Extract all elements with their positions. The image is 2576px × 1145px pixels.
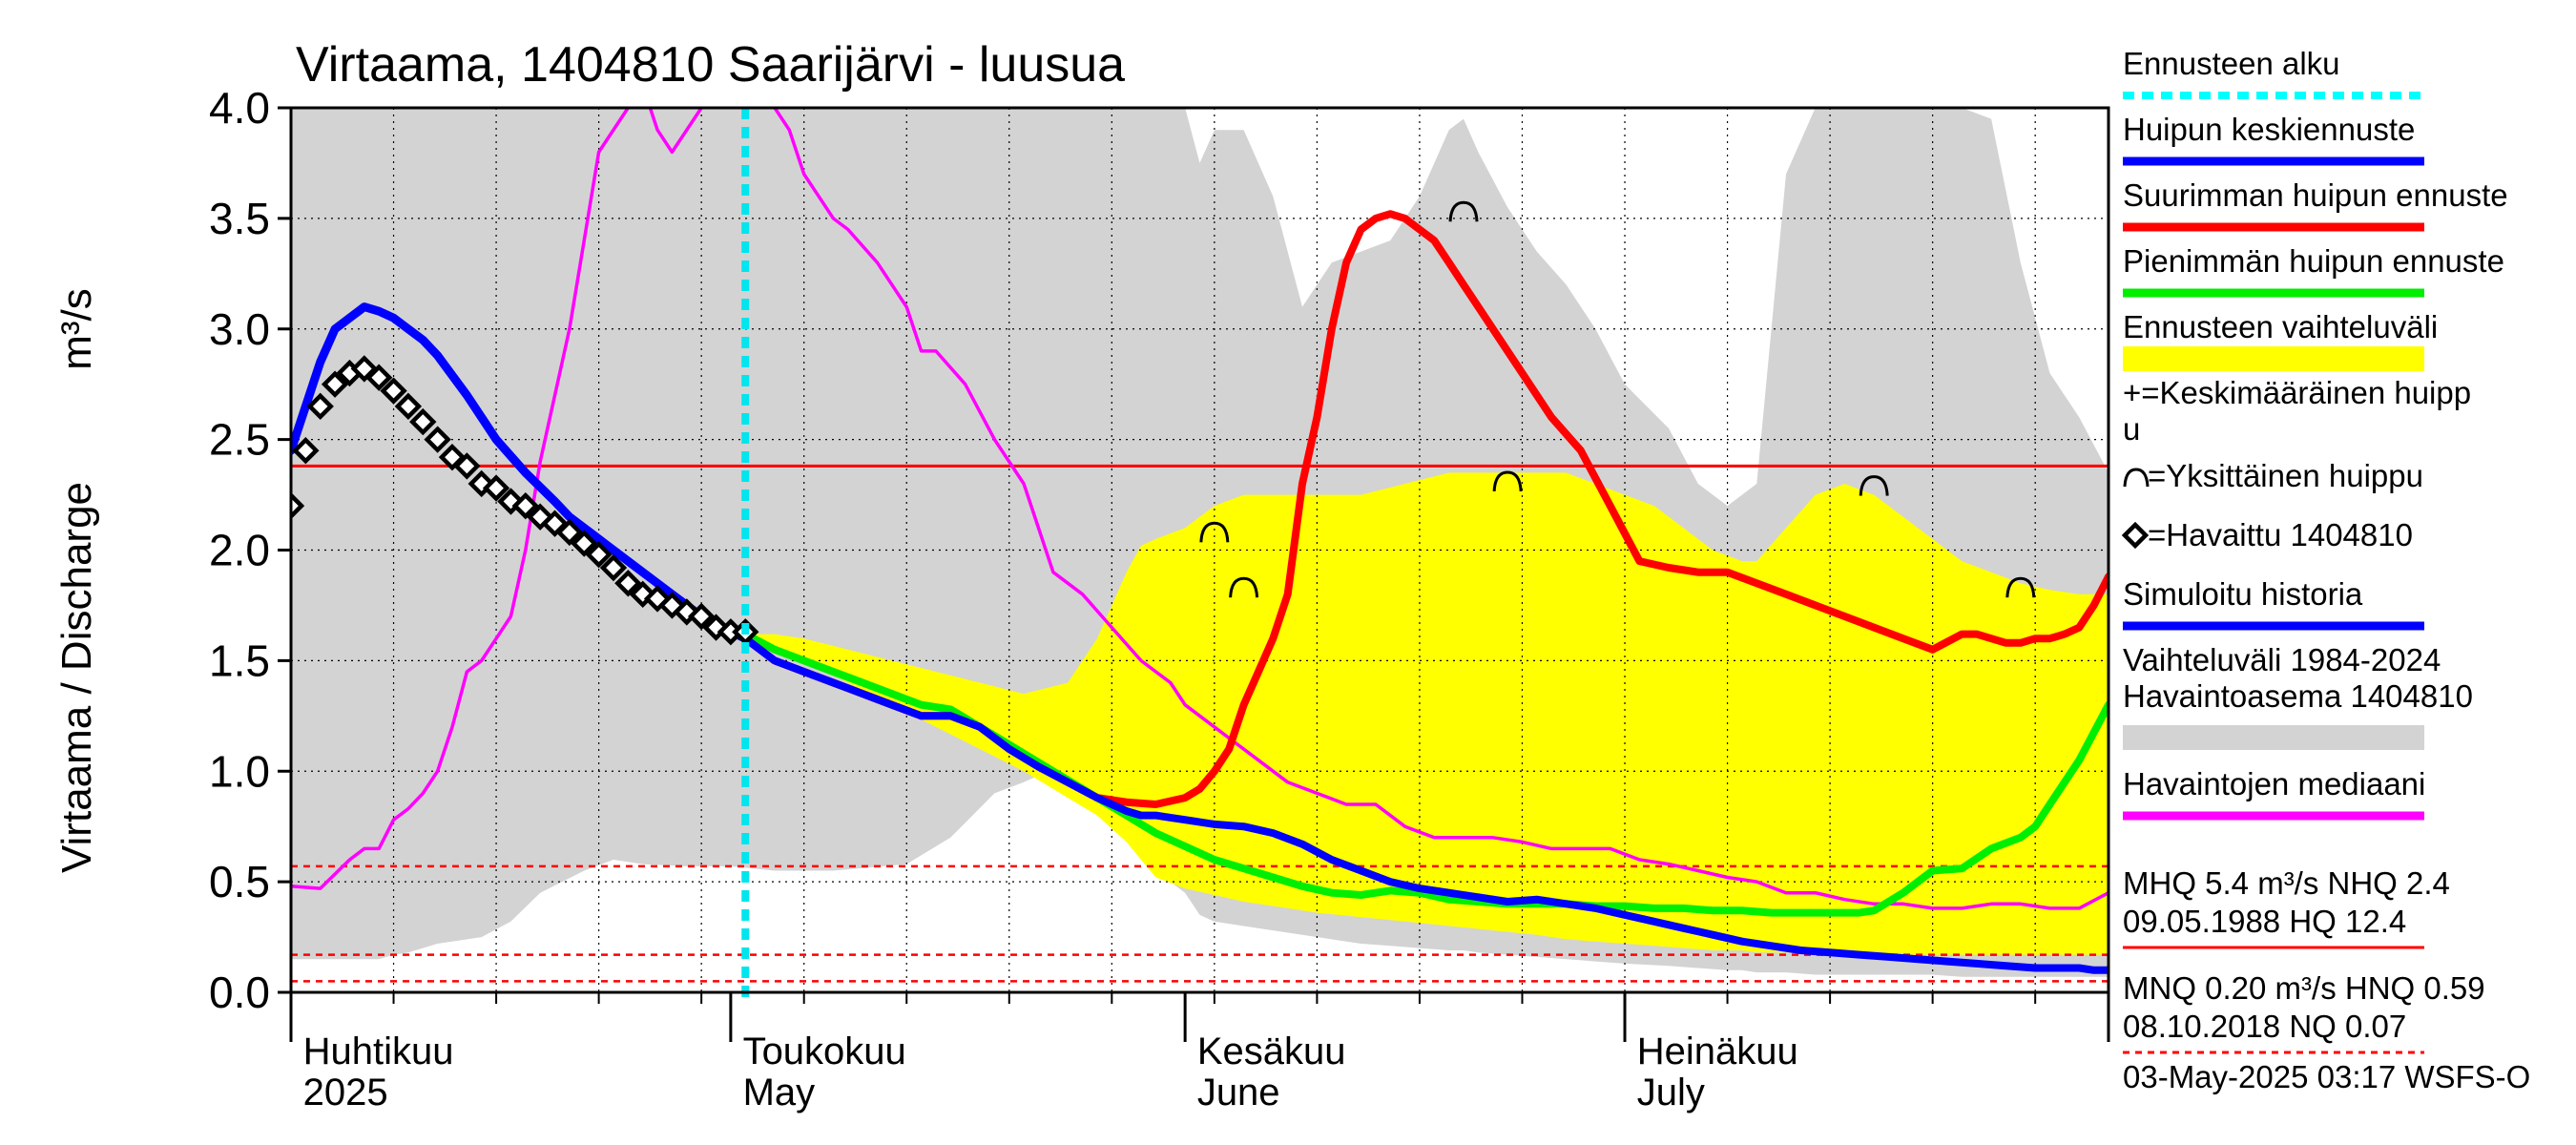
observed-point: [453, 452, 481, 480]
single-peak-marker: [1492, 470, 1523, 492]
observed-point: [614, 570, 642, 597]
x-month-sublabel: June: [1197, 1072, 1280, 1114]
observed-point: [306, 392, 334, 421]
single-peak-marker: [2005, 576, 2036, 598]
observed-point: [629, 580, 656, 609]
observed-point: [497, 488, 525, 515]
observed-point: [555, 518, 584, 547]
stats-line2: 08.10.2018 NQ 0.07: [2123, 1009, 2406, 1044]
stats-line2: 09.05.1988 HQ 12.4: [2123, 904, 2406, 939]
observed-point: [424, 426, 451, 453]
observed-point: [687, 602, 716, 631]
y-tick-label: 4.0: [209, 83, 270, 133]
y-tick-label: 0.5: [209, 857, 270, 906]
y-tick-label: 3.5: [209, 194, 270, 243]
legend-label: =Yksittäinen huippu: [2148, 458, 2423, 493]
observed-point: [292, 437, 320, 465]
observed-point: [409, 407, 437, 436]
legend-band-symbol: [2123, 725, 2424, 750]
legend-label-continued: Havaintoasema 1404810: [2123, 678, 2473, 714]
y-tick-label: 3.0: [209, 304, 270, 354]
observed-point: [394, 392, 423, 421]
y-tick-label: 0.0: [209, 968, 270, 1017]
observed-point: [643, 585, 672, 613]
x-month-sublabel: May: [743, 1072, 816, 1114]
chart-title: Virtaama, 1404810 Saarijärvi - luusua: [296, 37, 1125, 93]
series-havaintojen-mediaani: [291, 108, 2109, 910]
legend-label: Suurimman huipun ennuste: [2123, 177, 2508, 213]
observed-point: [438, 443, 467, 471]
legend-label: Ennusteen vaihteluväli: [2123, 309, 2438, 344]
legend-label: Havaintojen mediaani: [2123, 766, 2425, 802]
legend-label-continued: u: [2123, 411, 2140, 447]
legend-label: +=Keskimääräinen huipp: [2123, 375, 2471, 410]
y-tick-label: 2.0: [209, 526, 270, 575]
x-month-label: Kesäkuu: [1197, 1030, 1346, 1072]
x-month-label: Huhtikuu: [303, 1030, 454, 1072]
y-tick-label: 1.5: [209, 635, 270, 685]
legend-label: Pienimmän huipun ennuste: [2123, 243, 2504, 279]
y-axis-label: Virtaama / Discharge: [53, 482, 100, 873]
legend-diamond-icon: [2121, 521, 2150, 550]
observed-point: [467, 469, 495, 498]
y-tick-label: 2.5: [209, 415, 270, 465]
single-peak-marker: [1229, 576, 1259, 598]
legend-label: Ennusteen alku: [2123, 46, 2340, 81]
x-month-sublabel: July: [1637, 1072, 1705, 1114]
legend-band-symbol: [2123, 346, 2424, 371]
x-month-label: Heinäkuu: [1637, 1030, 1798, 1072]
observed-point: [380, 377, 407, 405]
y-tick-label: 1.0: [209, 746, 270, 796]
timestamp-footer: 03-May-2025 03:17 WSFS-O: [2123, 1059, 2530, 1094]
plot-area: [291, 108, 2109, 992]
observed-point: [482, 474, 510, 502]
y-axis-unit: m³/s: [53, 288, 100, 370]
single-peak-marker: [1199, 521, 1230, 543]
observed-point: [511, 491, 539, 520]
observed-point: [571, 530, 598, 557]
observed-point: [364, 364, 393, 391]
legend-label: Simuloitu historia: [2123, 576, 2363, 612]
single-peak-marker: [1448, 200, 1479, 222]
observed-point: [599, 553, 628, 582]
observed-point: [321, 370, 349, 398]
single-peak-marker: [1859, 475, 1889, 496]
legend-arc-icon: [2123, 468, 2150, 488]
x-month-label: Toukokuu: [743, 1030, 906, 1072]
legend-label: =Havaittu 1404810: [2148, 517, 2413, 552]
observed-point: [585, 540, 613, 569]
forecast-range-band: [745, 472, 2109, 955]
observed-point: [350, 355, 378, 383]
x-month-sublabel: 2025: [303, 1072, 388, 1114]
legend-label: Vaihteluväli 1984-2024: [2123, 642, 2441, 677]
stats-line1: MHQ 5.4 m³/s NHQ 2.4: [2123, 865, 2450, 901]
legend-label: Huipun keskiennuste: [2123, 112, 2415, 147]
series-huipun-keskiennuste: [741, 635, 2109, 974]
stats-line1: MNQ 0.20 m³/s HNQ 0.59: [2123, 970, 2485, 1006]
observed-point: [291, 491, 305, 520]
